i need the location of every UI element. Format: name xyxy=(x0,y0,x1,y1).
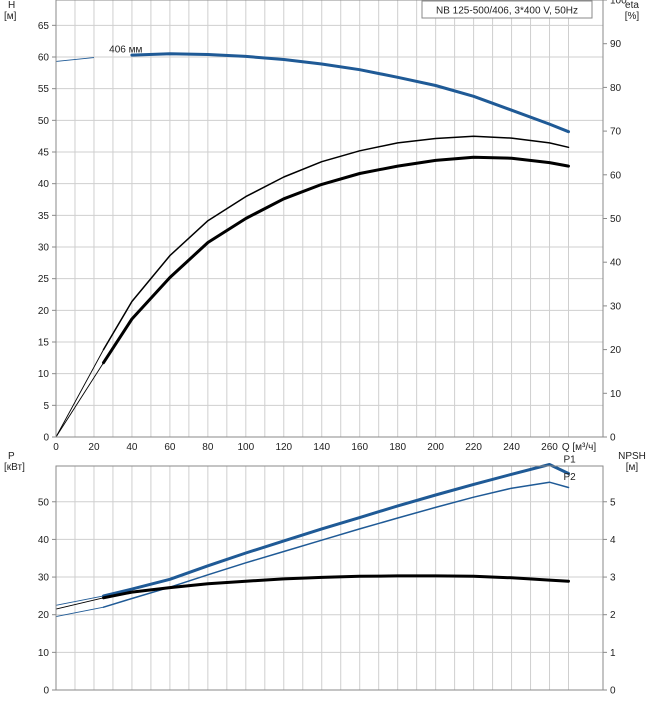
curve-extension-line xyxy=(55,349,104,438)
left-axis-tick-label: 5 xyxy=(43,401,49,412)
curve-extension-line xyxy=(55,595,104,606)
right-axis-tick-label: 2 xyxy=(610,610,616,621)
left-axis-tick-label: 40 xyxy=(38,179,50,190)
x-axis-title: Q [м³/ч] xyxy=(562,442,597,453)
left-axis-tick-label: 40 xyxy=(38,535,50,546)
left-axis-tick-label: 15 xyxy=(38,338,50,349)
right-axis-tick-label: 80 xyxy=(610,83,622,94)
curve-line xyxy=(102,135,570,351)
curve-extension-line xyxy=(55,362,104,438)
curve-line xyxy=(102,463,570,598)
right-axis-tick-label: 0 xyxy=(610,433,616,444)
right-axis-tick-label: 0 xyxy=(610,686,616,697)
right-axis-tick-label: 90 xyxy=(610,39,622,50)
right-axis-tick-label: 4 xyxy=(610,535,616,546)
curve-line xyxy=(102,574,570,600)
left-axis-tick-label: 20 xyxy=(38,610,50,621)
x-axis-tick-label: 60 xyxy=(164,442,176,453)
x-axis-tick-label: 0 xyxy=(53,442,59,453)
right-axis-tick-label: 1 xyxy=(610,648,616,659)
x-axis-tick-label: 120 xyxy=(275,442,292,453)
left-axis-tick-label: 30 xyxy=(38,243,50,254)
series-label: P1 xyxy=(564,454,577,465)
x-axis-tick-label: 40 xyxy=(126,442,138,453)
x-axis-tick-label: 100 xyxy=(237,442,254,453)
left-axis-tick-label: 45 xyxy=(38,148,50,159)
x-axis-tick-label: 160 xyxy=(351,442,368,453)
left-axis-tick-label: 10 xyxy=(38,648,50,659)
curve-extension-line xyxy=(55,606,104,618)
x-axis-tick-label: 80 xyxy=(202,442,214,453)
right-axis-tick-label: 40 xyxy=(610,258,622,269)
left-axis-tick-label: 10 xyxy=(38,369,50,380)
left-axis-title: P xyxy=(8,451,15,462)
plot-frame xyxy=(55,465,604,691)
left-axis-unit: [кВт] xyxy=(4,462,25,473)
x-axis-tick-label: 240 xyxy=(503,442,520,453)
curve-line xyxy=(130,52,570,134)
left-axis-tick-label: 25 xyxy=(38,274,50,285)
series-label: P2 xyxy=(564,472,577,483)
left-axis-title: H xyxy=(8,0,15,11)
right-axis-title: NPSH xyxy=(618,451,646,462)
left-axis-tick-label: 50 xyxy=(38,116,50,127)
left-axis-tick-label: 55 xyxy=(38,84,50,95)
right-axis-tick-label: 3 xyxy=(610,573,616,584)
left-axis-tick-label: 20 xyxy=(38,306,50,317)
curve-line xyxy=(102,481,570,608)
x-axis-tick-label: 140 xyxy=(313,442,330,453)
x-axis-tick-label: 260 xyxy=(541,442,558,453)
right-axis-tick-label: 5 xyxy=(610,497,616,508)
right-axis-unit: [м] xyxy=(626,462,639,473)
chart-title-box xyxy=(421,0,593,19)
left-axis-tick-label: 60 xyxy=(38,53,50,64)
x-axis-tick-label: 200 xyxy=(427,442,444,453)
right-axis-tick-label: 10 xyxy=(610,389,622,400)
left-axis-tick-label: 35 xyxy=(38,211,50,222)
left-axis-tick-label: 0 xyxy=(43,686,49,697)
right-axis-tick-label: 70 xyxy=(610,127,622,138)
right-axis-tick-label: 20 xyxy=(610,345,622,356)
right-axis-tick-label: 60 xyxy=(610,170,622,181)
x-axis-tick-label: 180 xyxy=(389,442,406,453)
right-axis-tick-label: 30 xyxy=(610,301,622,312)
left-axis-tick-label: 0 xyxy=(43,433,49,444)
left-axis-tick-label: 50 xyxy=(38,497,50,508)
right-axis-unit: [%] xyxy=(625,11,640,22)
x-axis-tick-label: 20 xyxy=(88,442,100,453)
curve-extension-line xyxy=(55,597,104,610)
left-axis-unit: [м] xyxy=(4,11,17,22)
curve-extension-line xyxy=(55,57,95,62)
right-axis-tick-label: 100 xyxy=(610,0,627,7)
left-axis-tick-label: 30 xyxy=(38,573,50,584)
series-label: 406 мм xyxy=(109,44,142,55)
curve-line xyxy=(102,155,570,365)
x-axis-tick-label: 220 xyxy=(465,442,482,453)
right-axis-tick-label: 50 xyxy=(610,214,622,225)
left-axis-tick-label: 65 xyxy=(38,21,50,32)
right-axis-title: eta xyxy=(625,0,639,11)
chart-title: NB 125-500/406, 3*400 V, 50Hz xyxy=(436,6,578,17)
